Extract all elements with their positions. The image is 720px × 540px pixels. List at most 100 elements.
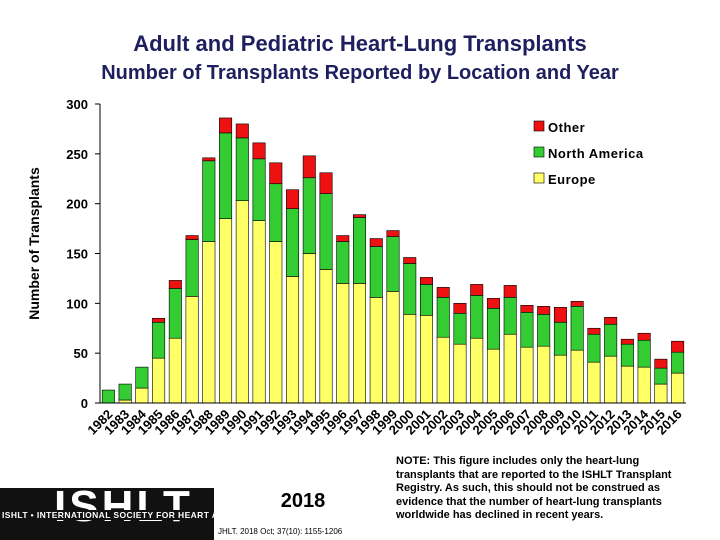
bar-north-america-2004 [470,295,484,339]
bar-north-america-1998 [369,246,383,298]
bar-other-1996 [336,235,350,242]
legend-label-other: Other [548,120,585,135]
bar-europe-1990 [235,200,249,404]
bar-europe-2005 [486,348,500,404]
bar-europe-2008 [537,345,551,404]
bar-north-america-1987 [185,239,199,297]
ishlt-logo: ISHLT ISHLT • INTERNATIONAL SOCIETY FOR … [0,482,393,540]
bar-north-america-1995 [319,193,333,270]
bar-other-1999 [386,230,400,237]
bar-north-america-2007 [520,312,534,348]
bar-north-america-2009 [553,321,567,356]
logo-brand: ISHLT [54,482,193,531]
bar-other-1988 [202,157,216,162]
bar-other-2008 [537,306,551,315]
logo-year-box: 2018 JHLT. 2018 Oct; 37(10): 1155-1206 [214,488,392,540]
bar-other-1995 [319,172,333,195]
bar-europe-2015 [654,383,668,404]
bar-north-america-1990 [235,137,249,201]
bar-north-america-1993 [286,208,300,277]
bar-europe-2014 [637,366,651,404]
bar-europe-1987 [185,296,199,404]
bar-other-2004 [470,284,484,296]
y-tick-label: 300 [66,97,88,112]
y-tick-label: 150 [66,247,88,262]
bar-north-america-2012 [604,323,618,357]
bar-north-america-1997 [353,217,367,284]
y-tick-label: 100 [66,296,88,311]
bar-north-america-2016 [671,351,685,374]
bar-other-2006 [503,285,517,298]
bar-europe-2000 [403,313,417,404]
bar-europe-2011 [587,361,601,404]
bar-north-america-2010 [570,306,584,351]
bar-europe-2013 [620,365,634,404]
note-text: NOTE: This figure includes only the hear… [396,455,672,521]
bar-europe-1993 [286,276,300,404]
bar-other-2012 [604,316,618,325]
chart-title: Adult and Pediatric Heart-Lung Transplan… [133,31,587,56]
bar-north-america-1985 [152,321,166,359]
bar-europe-1989 [219,218,233,404]
bar-north-america-1984 [135,366,149,389]
bar-europe-1994 [302,253,316,404]
bar-europe-2016 [671,372,685,404]
bar-europe-1984 [135,387,149,404]
bar-other-2005 [486,298,500,309]
y-tick-label: 50 [74,346,88,361]
bar-europe-1986 [168,337,182,404]
bar-other-1998 [369,238,383,247]
bar-north-america-2002 [436,297,450,338]
bar-other-2001 [419,277,433,285]
bar-other-1997 [353,214,367,218]
legend-label-europe: Europe [548,172,596,187]
logo-citation: JHLT. 2018 Oct; 37(10): 1155-1206 [218,527,343,536]
bar-europe-2002 [436,336,450,404]
bar-europe-2012 [604,355,618,404]
bar-other-2000 [403,257,417,264]
bar-other-1991 [252,142,266,160]
y-tick-label: 250 [66,147,88,162]
bar-north-america-2011 [587,333,601,363]
bar-north-america-2003 [453,312,467,345]
legend-swatch-europe [533,172,545,184]
legend-label-north-america: North America [548,146,644,161]
bar-other-2011 [587,327,601,335]
bar-other-2003 [453,303,467,314]
bar-other-2007 [520,305,534,313]
bar-other-2009 [553,307,567,323]
bar-north-america-2006 [503,297,517,335]
bar-europe-1999 [386,291,400,404]
bar-europe-2007 [520,346,534,404]
bar-europe-2006 [503,333,517,404]
bar-europe-2009 [553,354,567,404]
bar-europe-1985 [152,357,166,404]
bar-other-1992 [269,162,283,185]
legend-swatch-north-america [533,146,545,158]
bar-other-2013 [620,338,634,345]
bar-other-1987 [185,235,199,240]
bar-other-2002 [436,287,450,298]
bar-other-2014 [637,332,651,341]
bar-north-america-1992 [269,183,283,242]
bar-europe-2001 [419,314,433,404]
bar-north-america-2015 [654,367,668,385]
bar-europe-1996 [336,283,350,404]
bar-europe-1988 [202,241,216,404]
bar-europe-1998 [369,297,383,404]
bar-other-2015 [654,358,668,369]
bar-other-1985 [152,317,166,323]
logo-tagline: ISHLT • INTERNATIONAL SOCIETY FOR HEART … [2,510,392,520]
bar-europe-2003 [453,343,467,404]
y-tick-label: 200 [66,197,88,212]
bar-north-america-2005 [486,308,500,350]
bar-north-america-1994 [302,177,316,254]
bar-europe-1991 [252,220,266,404]
bar-north-america-2000 [403,263,417,315]
bar-north-america-1991 [252,158,266,221]
legend-swatch-other [533,120,545,132]
bar-north-america-2008 [537,313,551,347]
bar-north-america-1986 [168,288,182,339]
bar-other-1989 [219,117,233,134]
